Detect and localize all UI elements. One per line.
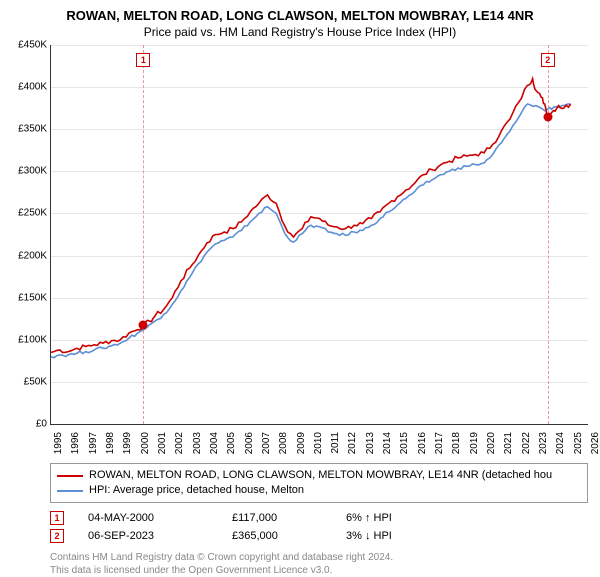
marker-delta: 3% ↓ HPI	[346, 530, 436, 542]
x-tick-label: 2005	[226, 432, 237, 454]
x-tick-label: 2004	[209, 432, 220, 454]
x-tick-label: 2012	[347, 432, 358, 454]
chart-title: ROWAN, MELTON ROAD, LONG CLAWSON, MELTON…	[0, 0, 600, 23]
y-tick-label: £250K	[3, 208, 47, 219]
legend-swatch	[57, 490, 83, 492]
legend-label: HPI: Average price, detached house, Melt…	[89, 483, 304, 498]
x-tick-label: 1995	[53, 432, 64, 454]
y-tick-label: £350K	[3, 124, 47, 135]
y-tick-label: £400K	[3, 82, 47, 93]
x-tick-label: 2020	[486, 432, 497, 454]
attribution-line2: This data is licensed under the Open Gov…	[50, 564, 588, 577]
x-tick-label: 2026	[590, 432, 600, 454]
y-tick-label: £450K	[3, 40, 47, 51]
y-tick-label: £200K	[3, 250, 47, 261]
x-tick-label: 2010	[313, 432, 324, 454]
x-tick-label: 2025	[573, 432, 584, 454]
marker-badge: 1	[50, 511, 64, 525]
marker-vline	[143, 45, 144, 424]
x-tick-label: 2024	[555, 432, 566, 454]
x-tick-label: 2022	[521, 432, 532, 454]
legend-label: ROWAN, MELTON ROAD, LONG CLAWSON, MELTON…	[89, 468, 552, 483]
legend-swatch	[57, 475, 83, 477]
marker-vline	[548, 45, 549, 424]
x-tick-label: 2006	[244, 432, 255, 454]
marker-flag: 1	[136, 53, 150, 67]
x-tick-label: 2018	[451, 432, 462, 454]
y-tick-label: £0	[3, 419, 47, 430]
x-tick-label: 1996	[70, 432, 81, 454]
x-tick-label: 2000	[140, 432, 151, 454]
chart-container: ROWAN, MELTON ROAD, LONG CLAWSON, MELTON…	[0, 0, 600, 560]
x-tick-label: 2014	[382, 432, 393, 454]
chart-subtitle: Price paid vs. HM Land Registry's House …	[0, 23, 600, 45]
x-tick-label: 2019	[469, 432, 480, 454]
attribution: Contains HM Land Registry data © Crown c…	[50, 551, 588, 577]
y-tick-label: £300K	[3, 166, 47, 177]
marker-flag: 2	[541, 53, 555, 67]
x-tick-label: 2017	[434, 432, 445, 454]
x-axis-labels: 1995 1996 1997 1998 1999 2000 2001 2002 2003 2004…	[50, 428, 588, 462]
chart-plot-area: £0£50K£100K£150K£200K£250K£300K£350K£400…	[50, 45, 588, 425]
marker-delta: 6% ↑ HPI	[346, 512, 436, 524]
legend-item-property: ROWAN, MELTON ROAD, LONG CLAWSON, MELTON…	[57, 468, 581, 483]
x-tick-label: 2009	[296, 432, 307, 454]
x-tick-label: 1998	[105, 432, 116, 454]
x-tick-label: 2023	[538, 432, 549, 454]
line-series	[51, 45, 588, 424]
marker-price: £117,000	[232, 512, 322, 524]
series-line-property	[51, 79, 571, 353]
x-tick-label: 2008	[278, 432, 289, 454]
marker-date: 04-MAY-2000	[88, 512, 208, 524]
marker-dot	[543, 112, 552, 121]
x-tick-label: 2013	[365, 432, 376, 454]
x-tick-label: 2007	[261, 432, 272, 454]
marker-price: £365,000	[232, 530, 322, 542]
legend: ROWAN, MELTON ROAD, LONG CLAWSON, MELTON…	[50, 463, 588, 503]
y-tick-label: £50K	[3, 376, 47, 387]
x-tick-label: 1999	[122, 432, 133, 454]
legend-item-hpi: HPI: Average price, detached house, Melt…	[57, 483, 581, 498]
y-axis-labels: £0£50K£100K£150K£200K£250K£300K£350K£400…	[3, 45, 47, 424]
marker-row-2: 2 06-SEP-2023 £365,000 3% ↓ HPI	[50, 527, 588, 545]
marker-badge: 2	[50, 529, 64, 543]
x-tick-label: 2011	[330, 432, 341, 454]
y-tick-label: £150K	[3, 292, 47, 303]
attribution-line1: Contains HM Land Registry data © Crown c…	[50, 551, 588, 564]
x-tick-label: 1997	[88, 432, 99, 454]
marker-date: 06-SEP-2023	[88, 530, 208, 542]
x-tick-label: 2002	[174, 432, 185, 454]
y-tick-label: £100K	[3, 334, 47, 345]
x-tick-label: 2003	[192, 432, 203, 454]
marker-row-1: 1 04-MAY-2000 £117,000 6% ↑ HPI	[50, 509, 588, 527]
marker-table: 1 04-MAY-2000 £117,000 6% ↑ HPI 2 06-SEP…	[50, 509, 588, 545]
x-tick-label: 2015	[399, 432, 410, 454]
marker-dot	[139, 321, 148, 330]
series-line-hpi	[51, 104, 571, 358]
x-tick-label: 2016	[417, 432, 428, 454]
x-tick-label: 2001	[157, 432, 168, 454]
x-tick-label: 2021	[503, 432, 514, 454]
